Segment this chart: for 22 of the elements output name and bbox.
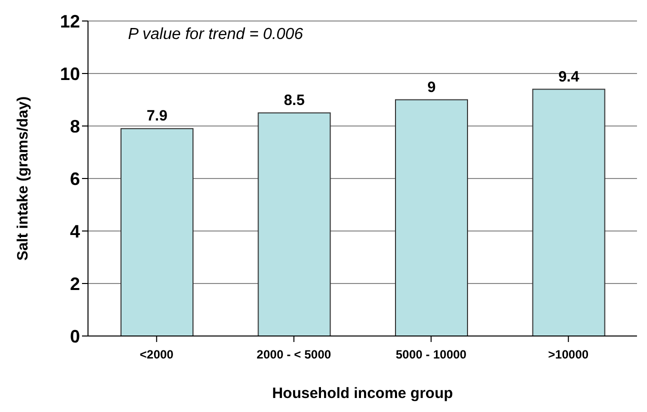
x-axis-title: Household income group xyxy=(272,385,453,402)
data-label: 7.9 xyxy=(146,108,168,125)
y-tick-label: 6 xyxy=(70,168,80,189)
data-label: 9.4 xyxy=(558,68,580,86)
y-tick-label: 12 xyxy=(60,11,80,32)
y-tick-label: 8 xyxy=(70,116,80,136)
data-label: 8.5 xyxy=(284,92,305,109)
x-tick-label: >10000 xyxy=(548,348,589,362)
x-tick-label: 2000 - < 5000 xyxy=(256,348,332,362)
data-label: 9 xyxy=(427,78,436,96)
bar xyxy=(120,128,194,336)
x-tick-label: <2000 xyxy=(140,348,174,362)
x-tick-label: 5000 - 10000 xyxy=(396,348,467,362)
y-tick-label: 4 xyxy=(70,221,80,242)
y-axis-title: Salt intake (grams/day) xyxy=(14,96,32,261)
y-tick-label: 0 xyxy=(70,326,80,346)
bar xyxy=(395,99,468,336)
y-tick-label: 2 xyxy=(70,274,80,294)
bar xyxy=(532,88,606,336)
bar xyxy=(258,112,331,336)
y-tick-label: 10 xyxy=(60,64,80,84)
annotation: P value for trend = 0.006 xyxy=(128,26,304,44)
